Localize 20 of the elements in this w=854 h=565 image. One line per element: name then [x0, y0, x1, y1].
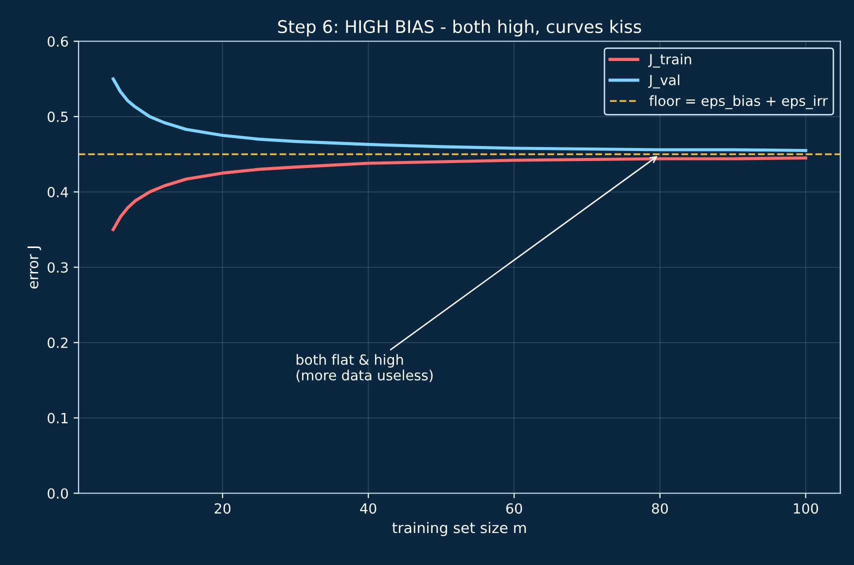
- x-tick-label: 60: [506, 503, 522, 514]
- x-axis-title: training set size m: [392, 522, 526, 536]
- y-tick-label: 0.5: [48, 112, 68, 122]
- x-tick-label: 80: [652, 503, 668, 514]
- legend-label: J_train: [648, 54, 692, 68]
- x-tick-label: 20: [214, 503, 230, 514]
- y-tick-label: 0.2: [48, 338, 68, 348]
- y-tick-label: 0.4: [48, 186, 68, 198]
- y-axis-title: error J: [28, 246, 42, 289]
- y-tick-label: 0.3: [48, 262, 68, 273]
- x-tick-label: 100: [794, 503, 818, 514]
- y-tick-label: 0.1: [48, 412, 68, 424]
- annotation: both flat & high (more data useless): [296, 354, 433, 382]
- line-series: [112, 156, 808, 232]
- y-tick-label: 0.6: [48, 36, 68, 47]
- legend-label: J_val: [648, 74, 680, 88]
- y-tick-label: 0.0: [48, 488, 68, 499]
- chart-title: Step 6: HIGH BIAS - both high, curves kiss: [278, 20, 642, 37]
- legend-label: floor = eps_bias + eps_irr: [649, 95, 828, 110]
- x-tick-label: 40: [360, 503, 376, 514]
